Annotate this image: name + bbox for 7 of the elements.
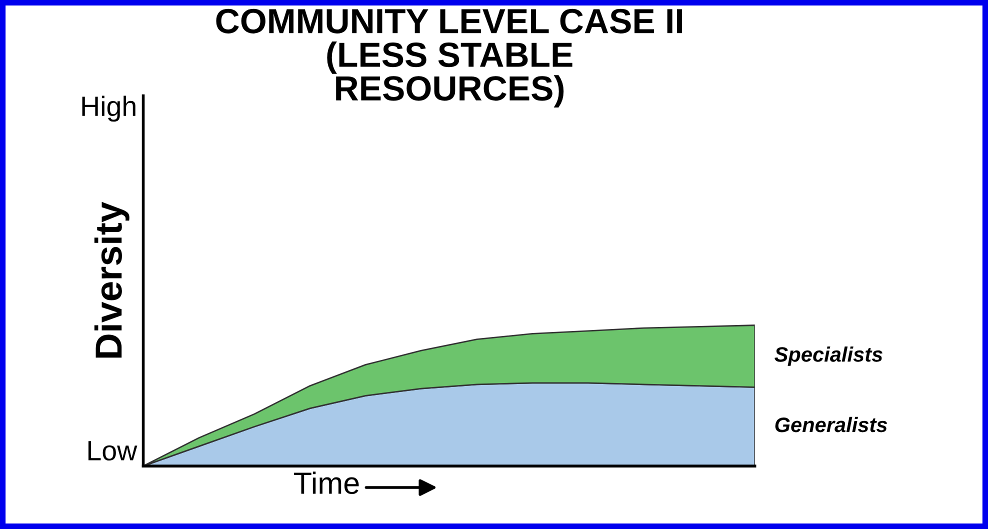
series-label: Generalists	[775, 416, 888, 432]
text: High	[82, 96, 136, 122]
text: Low	[88, 441, 138, 461]
y-axis-title: Diversity	[94, 202, 130, 358]
series-label: Specialists	[774, 346, 882, 366]
x-axis-title: Time	[294, 472, 359, 494]
chart-title: COMMUNITY LEVEL CASE II (LESS STABLE RESOURCES)	[216, 8, 682, 108]
